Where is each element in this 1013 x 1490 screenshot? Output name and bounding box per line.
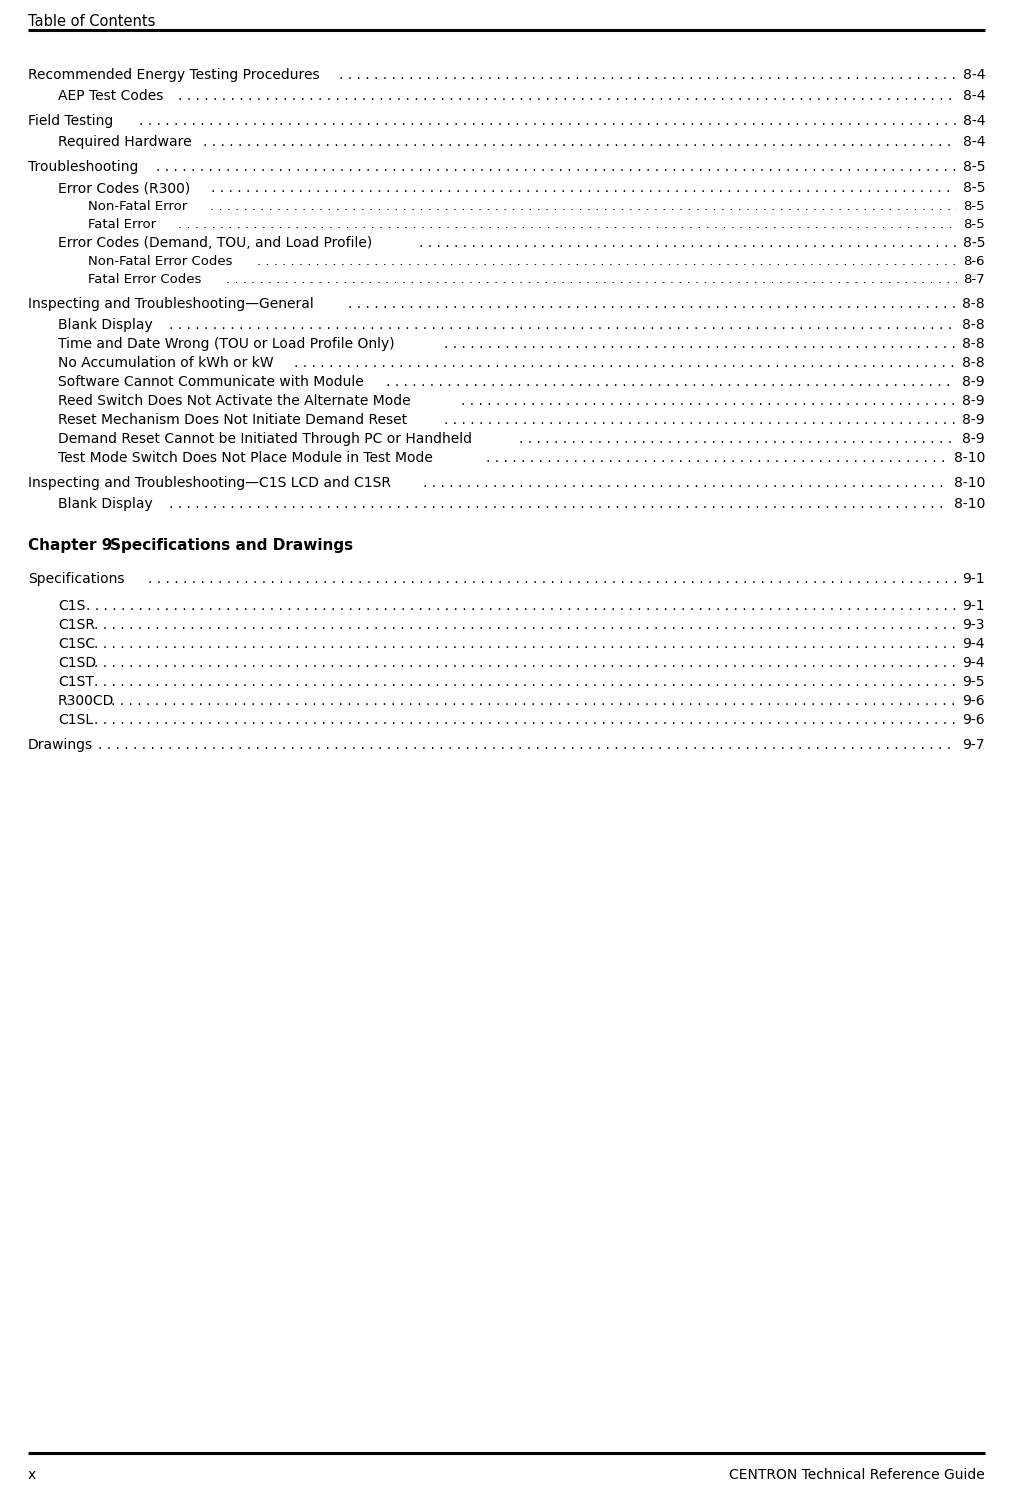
Text: 9-4: 9-4 xyxy=(962,638,985,651)
Text: . . . . . . . . . . . . . . . . . . . . . . . . . . . . . . . . . . . . . . . . : . . . . . . . . . . . . . . . . . . . . … xyxy=(86,599,1013,612)
Text: . . . . . . . . . . . . . . . . . . . . . . . . . . . . . . . . . . . . . . . . : . . . . . . . . . . . . . . . . . . . . … xyxy=(169,498,1013,511)
Text: 8-5: 8-5 xyxy=(962,235,985,250)
Text: . . . . . . . . . . . . . . . . . . . . . . . . . . . . . . . . . . . . . . . . : . . . . . . . . . . . . . . . . . . . . … xyxy=(169,317,1013,332)
Text: . . . . . . . . . . . . . . . . . . . . . . . . . . . . . . . . . . . . . . . . : . . . . . . . . . . . . . . . . . . . . … xyxy=(520,432,1013,446)
Text: Drawings: Drawings xyxy=(28,738,93,752)
Text: C1ST: C1ST xyxy=(58,675,94,688)
Text: . . . . . . . . . . . . . . . . . . . . . . . . . . . . . . . . . . . . . . . . : . . . . . . . . . . . . . . . . . . . . … xyxy=(94,638,1013,651)
Text: . . . . . . . . . . . . . . . . . . . . . . . . . . . . . . . . . . . . . . . . : . . . . . . . . . . . . . . . . . . . . … xyxy=(419,235,1013,250)
Text: 8-5: 8-5 xyxy=(963,200,985,213)
Text: . . . . . . . . . . . . . . . . . . . . . . . . . . . . . . . . . . . . . . . . : . . . . . . . . . . . . . . . . . . . . … xyxy=(140,115,1013,128)
Text: 9-6: 9-6 xyxy=(962,694,985,708)
Text: 8-9: 8-9 xyxy=(962,393,985,408)
Text: . . . . . . . . . . . . . . . . . . . . . . . . . . . . . . . . . . . . . . . . : . . . . . . . . . . . . . . . . . . . . … xyxy=(94,618,1013,632)
Text: x: x xyxy=(28,1468,36,1483)
Text: . . . . . . . . . . . . . . . . . . . . . . . . . . . . . . . . . . . . . . . . : . . . . . . . . . . . . . . . . . . . . … xyxy=(422,475,1013,490)
Text: 8-4: 8-4 xyxy=(962,136,985,149)
Text: . . . . . . . . . . . . . . . . . . . . . . . . . . . . . . . . . . . . . . . . : . . . . . . . . . . . . . . . . . . . . … xyxy=(386,375,1013,389)
Text: . . . . . . . . . . . . . . . . . . . . . . . . . . . . . . . . . . . . . . . . : . . . . . . . . . . . . . . . . . . . . … xyxy=(94,675,1013,688)
Text: Required Hardware: Required Hardware xyxy=(58,136,191,149)
Text: Demand Reset Cannot be Initiated Through PC or Handheld: Demand Reset Cannot be Initiated Through… xyxy=(58,432,472,446)
Text: . . . . . . . . . . . . . . . . . . . . . . . . . . . . . . . . . . . . . . . . : . . . . . . . . . . . . . . . . . . . . … xyxy=(486,451,1013,465)
Text: Specifications and Drawings: Specifications and Drawings xyxy=(110,538,354,553)
Text: 9-7: 9-7 xyxy=(962,738,985,752)
Text: Error Codes (Demand, TOU, and Load Profile): Error Codes (Demand, TOU, and Load Profi… xyxy=(58,235,372,250)
Text: 9-6: 9-6 xyxy=(962,714,985,727)
Text: Troubleshooting: Troubleshooting xyxy=(28,159,139,174)
Text: Fatal Error Codes: Fatal Error Codes xyxy=(88,273,202,286)
Text: 9-1: 9-1 xyxy=(962,599,985,612)
Text: 8-4: 8-4 xyxy=(962,89,985,103)
Text: . . . . . . . . . . . . . . . . . . . . . . . . . . . . . . . . . . . . . . . . : . . . . . . . . . . . . . . . . . . . . … xyxy=(94,656,1013,670)
Text: . . . . . . . . . . . . . . . . . . . . . . . . . . . . . . . . . . . . . . . . : . . . . . . . . . . . . . . . . . . . . … xyxy=(347,297,1013,311)
Text: Non-Fatal Error Codes: Non-Fatal Error Codes xyxy=(88,255,233,268)
Text: C1SL: C1SL xyxy=(58,714,93,727)
Text: . . . . . . . . . . . . . . . . . . . . . . . . . . . . . . . . . . . . . . . . : . . . . . . . . . . . . . . . . . . . . … xyxy=(94,714,1013,727)
Text: C1S: C1S xyxy=(58,599,85,612)
Text: 9-1: 9-1 xyxy=(962,572,985,586)
Text: . . . . . . . . . . . . . . . . . . . . . . . . . . . . . . . . . . . . . . . . : . . . . . . . . . . . . . . . . . . . . … xyxy=(203,136,1013,149)
Text: 8-4: 8-4 xyxy=(962,115,985,128)
Text: . . . . . . . . . . . . . . . . . . . . . . . . . . . . . . . . . . . . . . . . : . . . . . . . . . . . . . . . . . . . . … xyxy=(226,273,1013,286)
Text: . . . . . . . . . . . . . . . . . . . . . . . . . . . . . . . . . . . . . . . . : . . . . . . . . . . . . . . . . . . . . … xyxy=(210,200,1013,213)
Text: . . . . . . . . . . . . . . . . . . . . . . . . . . . . . . . . . . . . . . . . : . . . . . . . . . . . . . . . . . . . . … xyxy=(461,393,1013,408)
Text: Non-Fatal Error: Non-Fatal Error xyxy=(88,200,187,213)
Text: Test Mode Switch Does Not Place Module in Test Mode: Test Mode Switch Does Not Place Module i… xyxy=(58,451,433,465)
Text: . . . . . . . . . . . . . . . . . . . . . . . . . . . . . . . . . . . . . . . . : . . . . . . . . . . . . . . . . . . . . … xyxy=(111,694,1013,708)
Text: 8-9: 8-9 xyxy=(962,375,985,389)
Text: 8-8: 8-8 xyxy=(962,297,985,311)
Text: Time and Date Wrong (TOU or Load Profile Only): Time and Date Wrong (TOU or Load Profile… xyxy=(58,337,395,352)
Text: . . . . . . . . . . . . . . . . . . . . . . . . . . . . . . . . . . . . . . . . : . . . . . . . . . . . . . . . . . . . . … xyxy=(148,572,1013,586)
Text: . . . . . . . . . . . . . . . . . . . . . . . . . . . . . . . . . . . . . . . . : . . . . . . . . . . . . . . . . . . . . … xyxy=(177,89,1013,103)
Text: 8-9: 8-9 xyxy=(962,413,985,428)
Text: 8-8: 8-8 xyxy=(962,337,985,352)
Text: 8-5: 8-5 xyxy=(963,218,985,231)
Text: 9-4: 9-4 xyxy=(962,656,985,670)
Text: Specifications: Specifications xyxy=(28,572,125,586)
Text: 8-7: 8-7 xyxy=(963,273,985,286)
Text: Blank Display: Blank Display xyxy=(58,317,153,332)
Text: Error Codes (R300): Error Codes (R300) xyxy=(58,180,190,195)
Text: 8-5: 8-5 xyxy=(962,159,985,174)
Text: Field Testing: Field Testing xyxy=(28,115,113,128)
Text: 8-6: 8-6 xyxy=(963,255,985,268)
Text: 8-8: 8-8 xyxy=(962,356,985,370)
Text: 8-10: 8-10 xyxy=(953,451,985,465)
Text: 8-5: 8-5 xyxy=(962,180,985,195)
Text: CENTRON Technical Reference Guide: CENTRON Technical Reference Guide xyxy=(729,1468,985,1483)
Text: C1SR: C1SR xyxy=(58,618,95,632)
Text: 8-9: 8-9 xyxy=(962,432,985,446)
Text: Blank Display: Blank Display xyxy=(58,498,153,511)
Text: . . . . . . . . . . . . . . . . . . . . . . . . . . . . . . . . . . . . . . . . : . . . . . . . . . . . . . . . . . . . . … xyxy=(178,218,1013,231)
Text: Fatal Error: Fatal Error xyxy=(88,218,156,231)
Text: 8-8: 8-8 xyxy=(962,317,985,332)
Text: R300CD: R300CD xyxy=(58,694,114,708)
Text: . . . . . . . . . . . . . . . . . . . . . . . . . . . . . . . . . . . . . . . . : . . . . . . . . . . . . . . . . . . . . … xyxy=(339,69,1013,82)
Text: Software Cannot Communicate with Module: Software Cannot Communicate with Module xyxy=(58,375,364,389)
Text: Inspecting and Troubleshooting—C1S LCD and C1SR: Inspecting and Troubleshooting—C1S LCD a… xyxy=(28,475,391,490)
Text: 9-3: 9-3 xyxy=(962,618,985,632)
Text: C1SD: C1SD xyxy=(58,656,96,670)
Text: No Accumulation of kWh or kW: No Accumulation of kWh or kW xyxy=(58,356,274,370)
Text: Reed Switch Does Not Activate the Alternate Mode: Reed Switch Does Not Activate the Altern… xyxy=(58,393,410,408)
Text: Inspecting and Troubleshooting—General: Inspecting and Troubleshooting—General xyxy=(28,297,314,311)
Text: 9-5: 9-5 xyxy=(962,675,985,688)
Text: AEP Test Codes: AEP Test Codes xyxy=(58,89,163,103)
Text: 8-10: 8-10 xyxy=(953,475,985,490)
Text: . . . . . . . . . . . . . . . . . . . . . . . . . . . . . . . . . . . . . . . . : . . . . . . . . . . . . . . . . . . . . … xyxy=(445,337,1013,352)
Text: C1SC: C1SC xyxy=(58,638,95,651)
Text: . . . . . . . . . . . . . . . . . . . . . . . . . . . . . . . . . . . . . . . . : . . . . . . . . . . . . . . . . . . . . … xyxy=(211,180,1013,195)
Text: . . . . . . . . . . . . . . . . . . . . . . . . . . . . . . . . . . . . . . . . : . . . . . . . . . . . . . . . . . . . . … xyxy=(97,738,1013,752)
Text: . . . . . . . . . . . . . . . . . . . . . . . . . . . . . . . . . . . . . . . . : . . . . . . . . . . . . . . . . . . . . … xyxy=(445,413,1013,428)
Text: Recommended Energy Testing Procedures: Recommended Energy Testing Procedures xyxy=(28,69,320,82)
Text: . . . . . . . . . . . . . . . . . . . . . . . . . . . . . . . . . . . . . . . . : . . . . . . . . . . . . . . . . . . . . … xyxy=(295,356,1013,370)
Text: 8-10: 8-10 xyxy=(953,498,985,511)
Text: Reset Mechanism Does Not Initiate Demand Reset: Reset Mechanism Does Not Initiate Demand… xyxy=(58,413,407,428)
Text: . . . . . . . . . . . . . . . . . . . . . . . . . . . . . . . . . . . . . . . . : . . . . . . . . . . . . . . . . . . . . … xyxy=(156,159,1013,174)
Text: 8-4: 8-4 xyxy=(962,69,985,82)
Text: Table of Contents: Table of Contents xyxy=(28,13,155,28)
Text: Chapter 9: Chapter 9 xyxy=(28,538,112,553)
Text: . . . . . . . . . . . . . . . . . . . . . . . . . . . . . . . . . . . . . . . . : . . . . . . . . . . . . . . . . . . . . … xyxy=(257,255,1013,268)
